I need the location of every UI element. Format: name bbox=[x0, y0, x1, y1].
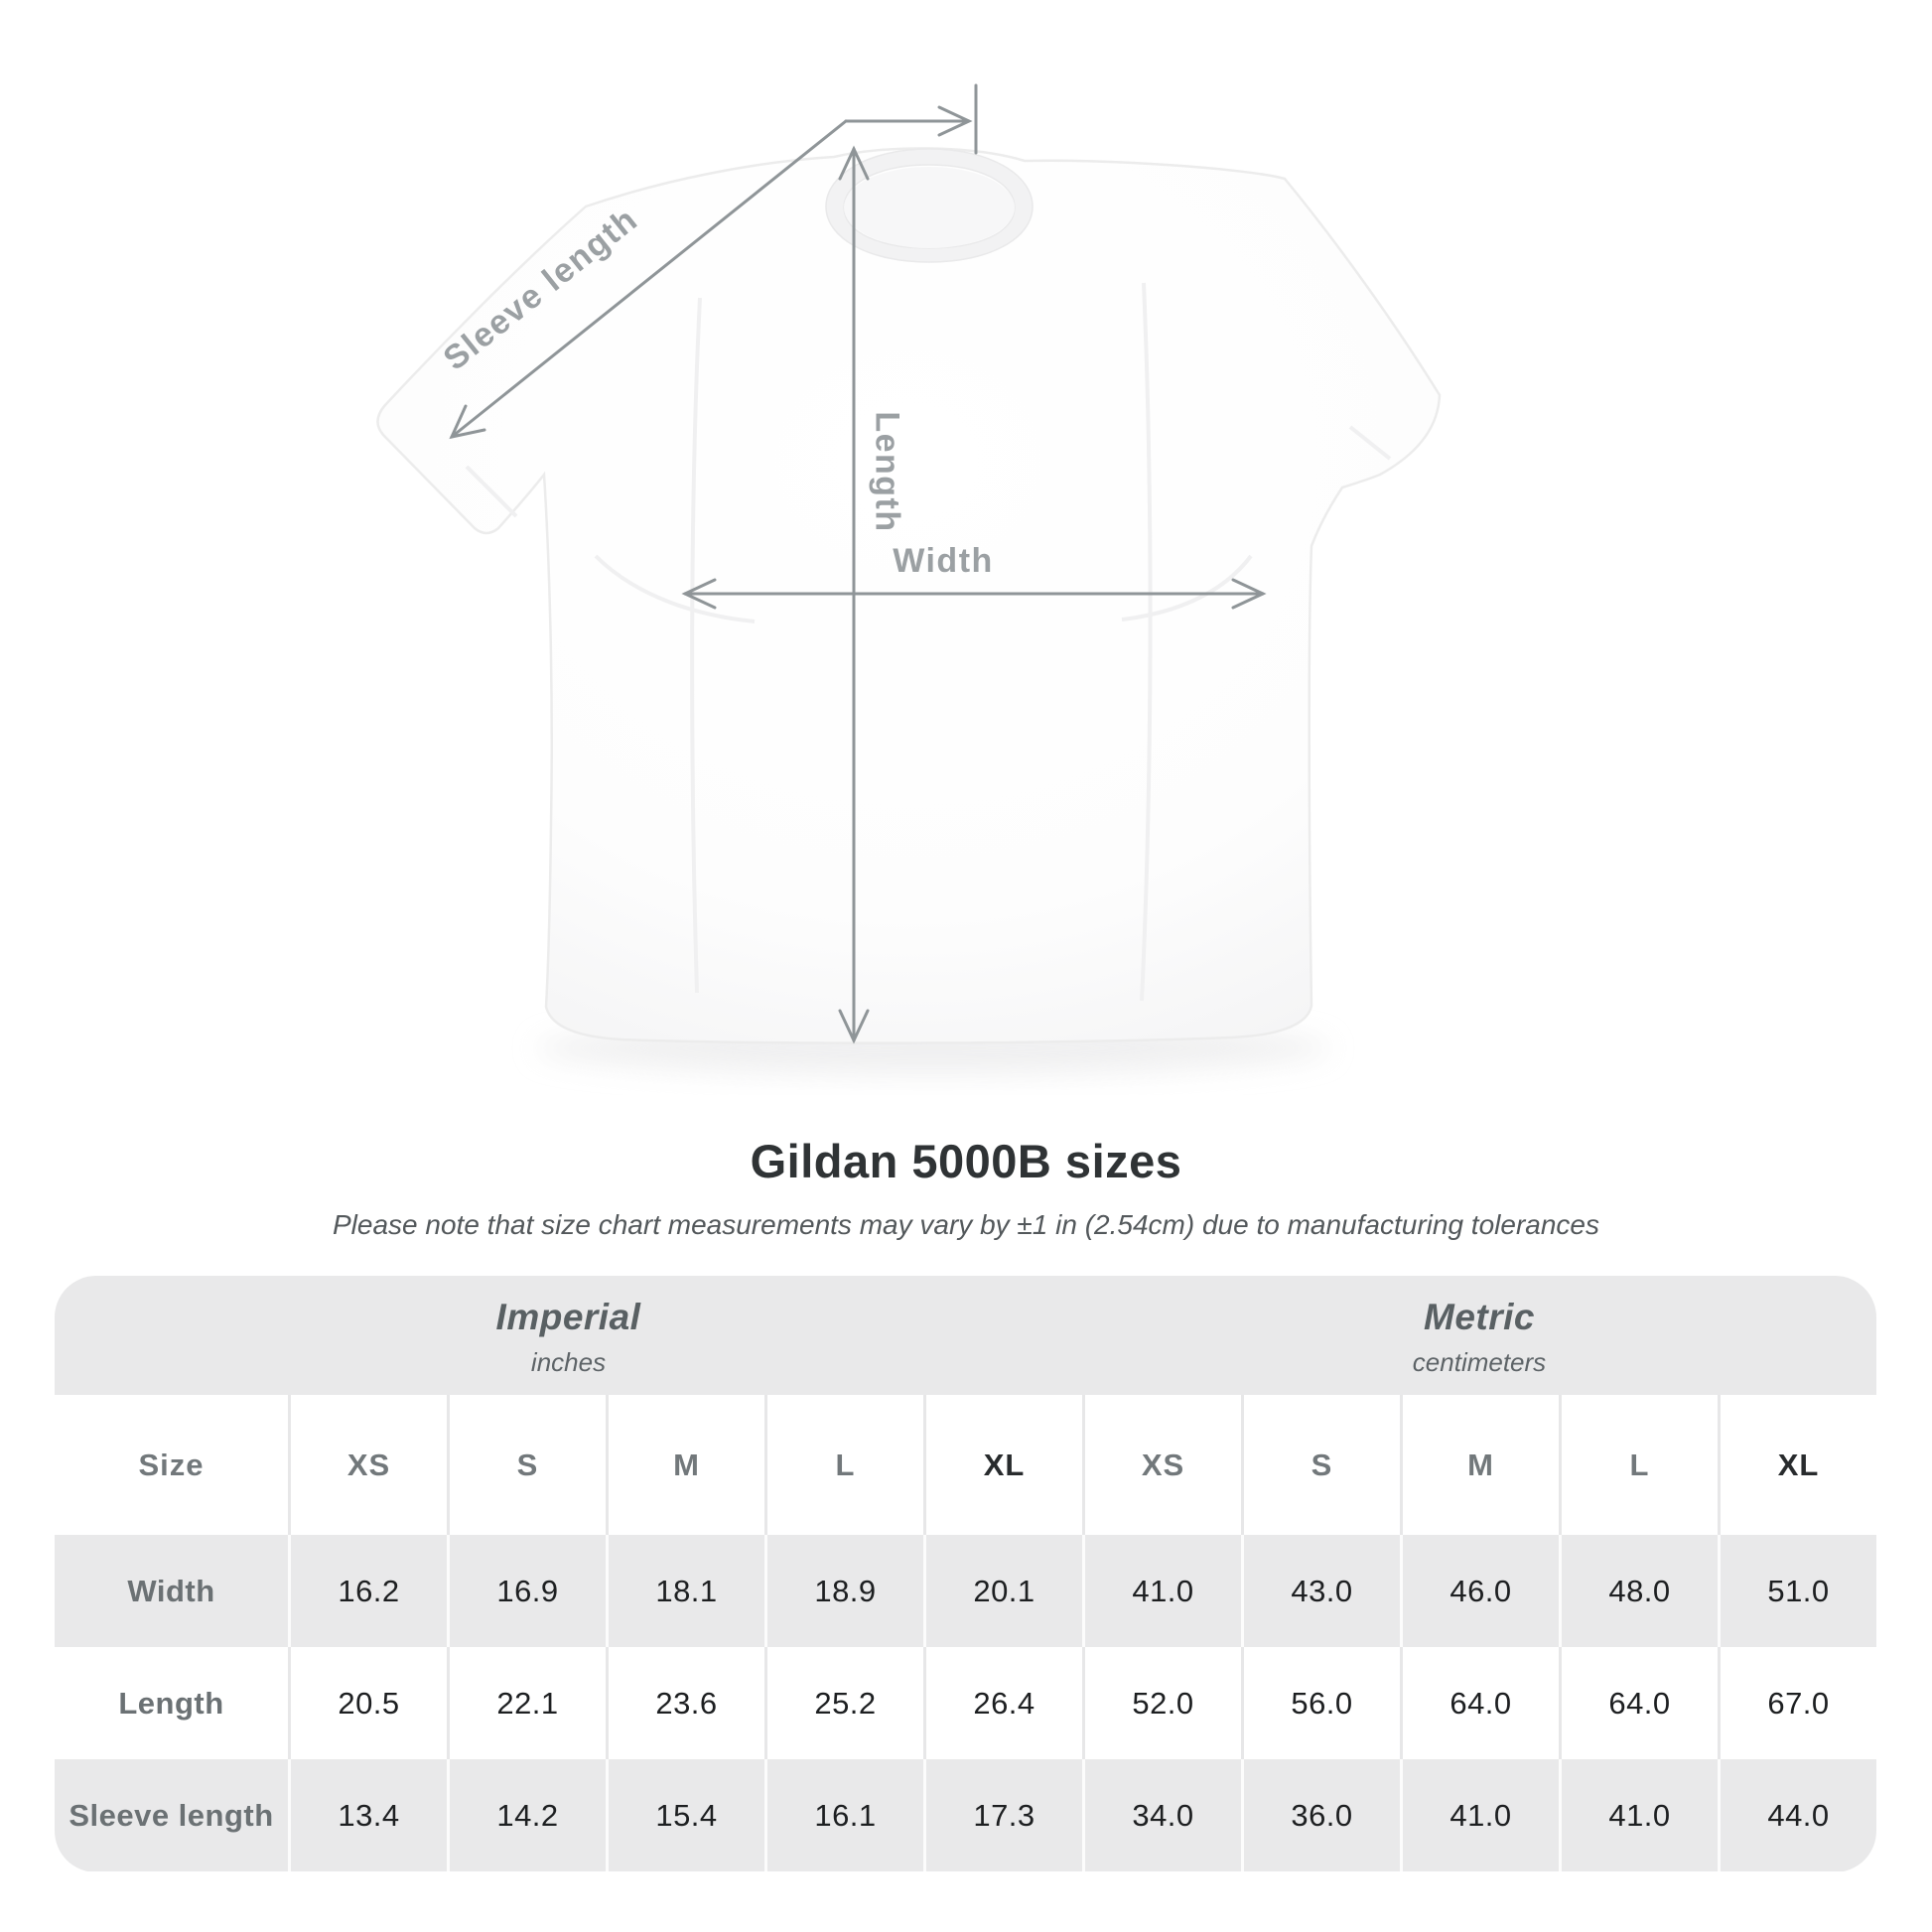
imperial-section-header: Imperial inches bbox=[55, 1276, 1082, 1395]
sleeve-length-arrow bbox=[449, 83, 978, 440]
tolerance-note: Please note that size chart measurements… bbox=[333, 1209, 1599, 1240]
value-imperial-sleeve-length-m: 15.4 bbox=[606, 1759, 764, 1871]
value-metric-length-l: 64.0 bbox=[1559, 1647, 1718, 1759]
tshirt-diagram: Sleeve length Length Width bbox=[376, 83, 1442, 1074]
width-arrow bbox=[681, 578, 1267, 610]
metric-unit-label: centimeters bbox=[1412, 1347, 1547, 1377]
measurement-row-width: Width 16.2 16.9 18.1 18.9 20.1 41.0 43.0 46.0 48.… bbox=[55, 1535, 1876, 1647]
value-metric-length-m: 64.0 bbox=[1400, 1647, 1559, 1759]
value-metric-length-xl: 67.0 bbox=[1718, 1647, 1876, 1759]
value-imperial-length-xl: 26.4 bbox=[923, 1647, 1082, 1759]
col-header-imperial-s: S bbox=[447, 1395, 606, 1535]
row-label: Sleeve length bbox=[69, 1797, 274, 1833]
value-imperial-length-m: 23.6 bbox=[606, 1647, 764, 1759]
value-imperial-sleeve-length-xl: 17.3 bbox=[923, 1759, 1082, 1871]
value-imperial-length-s: 22.1 bbox=[447, 1647, 606, 1759]
value-metric-length-xs: 52.0 bbox=[1082, 1647, 1241, 1759]
value-imperial-sleeve-length-xs: 13.4 bbox=[288, 1759, 447, 1871]
col-header-imperial-m: M bbox=[606, 1395, 764, 1535]
col-header-metric-s: S bbox=[1241, 1395, 1400, 1535]
value-metric-width-xl: 51.0 bbox=[1718, 1535, 1876, 1647]
unit-band: Imperial inches Metric centimeters bbox=[55, 1276, 1876, 1395]
value-metric-sleeve-length-m: 41.0 bbox=[1400, 1759, 1559, 1871]
metric-section-header: Metric centimeters bbox=[1082, 1276, 1876, 1395]
col-header-metric-m: M bbox=[1400, 1395, 1559, 1535]
value-imperial-sleeve-length-s: 14.2 bbox=[447, 1759, 606, 1871]
size-grid: Size XS S M L XL XS S M L XL Width 16.2 16.9 18.1 18.9 2… bbox=[55, 1395, 1876, 1871]
value-imperial-width-l: 18.9 bbox=[764, 1535, 923, 1647]
size-column-header: Size bbox=[138, 1447, 205, 1482]
col-header-metric-l: L bbox=[1559, 1395, 1718, 1535]
value-imperial-width-xs: 16.2 bbox=[288, 1535, 447, 1647]
row-label: Length bbox=[118, 1685, 224, 1721]
size-header-row: Size XS S M L XL XS S M L XL bbox=[55, 1395, 1876, 1535]
value-metric-sleeve-length-xs: 34.0 bbox=[1082, 1759, 1241, 1871]
value-imperial-width-xl: 20.1 bbox=[923, 1535, 1082, 1647]
value-metric-sleeve-length-s: 36.0 bbox=[1241, 1759, 1400, 1871]
value-metric-width-xs: 41.0 bbox=[1082, 1535, 1241, 1647]
width-label: Width bbox=[893, 542, 994, 580]
value-metric-width-m: 46.0 bbox=[1400, 1535, 1559, 1647]
measurement-row-sleeve-length: Sleeve length 13.4 14.2 15.4 16.1 17.3 34.0 36.… bbox=[55, 1759, 1876, 1871]
value-metric-sleeve-length-xl: 44.0 bbox=[1718, 1759, 1876, 1871]
imperial-label: Imperial bbox=[495, 1297, 641, 1337]
page-title: Gildan 5000B sizes bbox=[750, 1135, 1182, 1187]
measurement-row-length: Length 20.5 22.1 23.6 25.2 26.4 52.0 56.0 64.0 64… bbox=[55, 1647, 1876, 1759]
tshirt-illustration bbox=[376, 83, 1442, 1074]
value-imperial-width-s: 16.9 bbox=[447, 1535, 606, 1647]
col-header-metric-xl: XL bbox=[1718, 1395, 1876, 1535]
value-metric-length-s: 56.0 bbox=[1241, 1647, 1400, 1759]
value-imperial-length-xs: 20.5 bbox=[288, 1647, 447, 1759]
col-header-imperial-xl: XL bbox=[923, 1395, 1082, 1535]
value-imperial-sleeve-length-l: 16.1 bbox=[764, 1759, 923, 1871]
metric-label: Metric bbox=[1424, 1297, 1535, 1337]
collar-opening bbox=[844, 167, 1015, 248]
col-header-metric-xs: XS bbox=[1082, 1395, 1241, 1535]
value-metric-width-l: 48.0 bbox=[1559, 1535, 1718, 1647]
size-table: Imperial inches Metric centimeters Size X… bbox=[55, 1276, 1876, 1872]
value-imperial-length-l: 25.2 bbox=[764, 1647, 923, 1759]
row-label: Width bbox=[127, 1573, 215, 1608]
value-imperial-width-m: 18.1 bbox=[606, 1535, 764, 1647]
imperial-unit-label: inches bbox=[530, 1347, 607, 1377]
tshirt-silhouette bbox=[376, 147, 1442, 1044]
fabric-folds bbox=[465, 282, 1392, 1002]
col-header-imperial-xs: XS bbox=[288, 1395, 447, 1535]
col-header-imperial-l: L bbox=[764, 1395, 923, 1535]
value-metric-sleeve-length-l: 41.0 bbox=[1559, 1759, 1718, 1871]
value-metric-width-s: 43.0 bbox=[1241, 1535, 1400, 1647]
